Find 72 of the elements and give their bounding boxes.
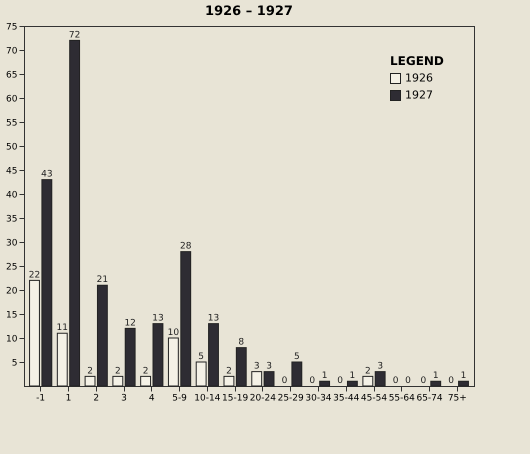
x-tick-label: -1 xyxy=(36,394,46,404)
y-tick-label: 30 xyxy=(6,238,18,248)
legend-label: 1926 xyxy=(405,72,433,84)
data-label: 3 xyxy=(254,362,260,372)
y-tick-label: 65 xyxy=(6,70,18,80)
bar xyxy=(291,362,302,386)
x-tick-label: 2 xyxy=(93,394,100,404)
y-tick-label: 5 xyxy=(12,358,18,368)
data-label: 0 xyxy=(309,376,316,386)
x-tick-label: 35-44 xyxy=(333,394,360,404)
y-tick-label: 10 xyxy=(6,334,18,344)
data-label: 3 xyxy=(266,362,272,372)
bar xyxy=(346,380,358,386)
data-label: 1 xyxy=(322,371,328,382)
x-tick-label: 20-24 xyxy=(250,394,276,404)
bar xyxy=(430,380,442,386)
legend-title: LEGEND xyxy=(390,54,444,68)
data-label: 1 xyxy=(350,371,356,382)
x-tick-label: 10-14 xyxy=(194,394,221,404)
data-label: 2 xyxy=(142,366,148,376)
x-tick-label: 75+ xyxy=(448,394,467,404)
y-tick-label: 50 xyxy=(6,142,18,152)
data-label: 2 xyxy=(114,366,121,376)
data-label: 72 xyxy=(68,30,80,40)
data-label: 13 xyxy=(152,314,164,324)
y-tick-label: 55 xyxy=(6,118,18,128)
y-tick-label: 40 xyxy=(6,190,18,200)
data-label: 8 xyxy=(238,338,244,348)
data-label: 13 xyxy=(208,314,220,324)
y-tick-label: 45 xyxy=(6,166,18,176)
x-tick-label: 25-29 xyxy=(278,394,304,404)
data-label: 10 xyxy=(168,328,180,338)
legend-label: 1927 xyxy=(405,88,433,102)
y-tick-label: 35 xyxy=(6,214,18,224)
data-label: 2 xyxy=(87,366,93,376)
data-label: 0 xyxy=(448,376,454,386)
x-tick-label: 5-9 xyxy=(172,394,188,404)
chart-title: 1926 – 1927 xyxy=(205,4,293,19)
data-label: 21 xyxy=(96,275,108,286)
data-label: 22 xyxy=(28,270,40,280)
y-tick-label: 25 xyxy=(6,262,18,272)
data-label: 5 xyxy=(198,352,204,362)
data-label: 0 xyxy=(392,376,399,386)
y-tick-label: 60 xyxy=(6,94,18,104)
data-label: 1 xyxy=(432,371,439,382)
bar xyxy=(458,380,469,386)
data-label: 0 xyxy=(282,376,288,386)
data-label: 28 xyxy=(180,242,192,252)
data-label: 0 xyxy=(337,376,344,386)
data-label: 43 xyxy=(41,170,53,180)
x-tick-label: 4 xyxy=(148,394,155,404)
x-tick-label: 3 xyxy=(121,394,127,404)
x-tick-label: 65-74 xyxy=(416,394,443,404)
data-label: 5 xyxy=(294,352,300,362)
data-label: 3 xyxy=(377,362,384,372)
x-tick-label: 55-64 xyxy=(388,394,416,404)
data-label: 2 xyxy=(364,366,371,376)
data-label: 0 xyxy=(420,376,427,386)
bar xyxy=(319,380,330,386)
data-label: 2 xyxy=(226,366,232,376)
x-tick-label: 1 xyxy=(66,394,72,404)
data-label: 1 xyxy=(460,371,466,382)
data-label: 0 xyxy=(405,376,412,386)
x-tick-label: 45-54 xyxy=(360,394,388,404)
data-label: 12 xyxy=(124,318,136,328)
y-tick-label: 15 xyxy=(6,310,18,320)
x-tick-label: 30-34 xyxy=(305,394,332,404)
x-tick-label: 15-19 xyxy=(222,394,248,404)
y-tick-label: 20 xyxy=(6,286,18,296)
data-label: 11 xyxy=(56,323,68,334)
y-tick-label: 70 xyxy=(6,46,18,56)
y-tick-label: 75 xyxy=(6,22,18,32)
